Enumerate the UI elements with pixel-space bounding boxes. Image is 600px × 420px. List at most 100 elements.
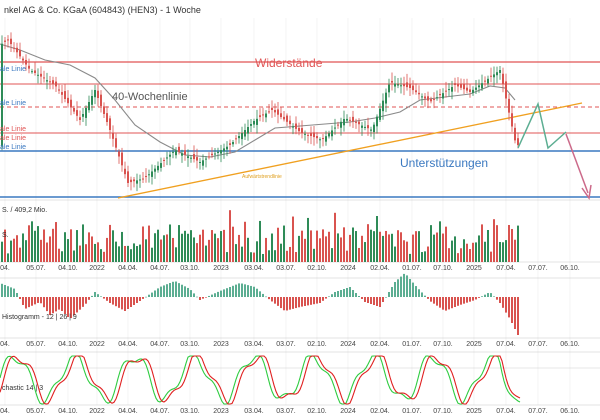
- candle-body: [97, 90, 99, 98]
- candle-body: [409, 84, 411, 88]
- candle-body: [202, 160, 204, 166]
- forecast-up-path: [517, 101, 567, 150]
- volume-bar: [277, 227, 279, 262]
- macd-bar: [415, 286, 417, 297]
- candle-body: [199, 162, 201, 163]
- volume-bar: [325, 236, 327, 262]
- volume-bar: [331, 248, 333, 262]
- candle-body: [160, 163, 162, 168]
- macd-bar: [460, 297, 462, 305]
- volume-bar: [64, 232, 66, 262]
- candle-body: [169, 154, 171, 157]
- trend-label: Aufwärtstrendlinie: [242, 174, 282, 180]
- x-tick-label: 07.10.: [433, 265, 453, 272]
- macd-bar: [169, 283, 171, 297]
- candle-body: [313, 132, 315, 138]
- candle-body: [505, 81, 507, 99]
- volume-bar: [433, 234, 435, 262]
- candle-body: [91, 96, 93, 105]
- x-tick-label: 02.10.: [307, 408, 327, 415]
- x-tick-label: 04.07.: [150, 341, 170, 348]
- macd-bar: [214, 293, 216, 297]
- candle-body: [163, 159, 165, 161]
- macd-bar: [46, 297, 48, 312]
- candle-body: [217, 151, 219, 153]
- volume-bar: [274, 250, 276, 262]
- volume-bar: [40, 239, 42, 262]
- volume-bar: [190, 230, 192, 262]
- macd-bar: [28, 297, 30, 308]
- candle-body: [265, 113, 267, 118]
- candle-body: [310, 133, 312, 136]
- candle-body: [253, 121, 255, 125]
- candle-body: [448, 89, 450, 91]
- candle-body: [475, 87, 477, 90]
- macd-bar: [163, 285, 165, 297]
- x-tick-label: 07.07.: [528, 341, 548, 348]
- volume-bar: [400, 232, 402, 262]
- volume-bar: [148, 225, 150, 262]
- macd-bar: [352, 290, 354, 297]
- x-tick-label: 2022: [89, 341, 105, 348]
- ma-line: [0, 43, 516, 158]
- volume-bar: [256, 241, 258, 262]
- candle-body: [127, 171, 129, 183]
- candle-body: [403, 84, 405, 87]
- candle-body: [166, 157, 168, 159]
- macd-bar: [355, 293, 357, 297]
- candle-body: [52, 80, 54, 84]
- candle-body: [259, 115, 261, 118]
- candle-body: [130, 179, 132, 183]
- macd-bar: [13, 288, 15, 297]
- candle-body: [247, 127, 249, 134]
- candle-body: [1, 43, 3, 147]
- macd-bar: [403, 273, 405, 297]
- candle-body: [481, 83, 483, 89]
- macd-bar: [154, 290, 156, 297]
- macd-bar: [304, 297, 306, 306]
- macd-bar: [4, 285, 6, 297]
- macd-bar: [463, 297, 465, 304]
- volume-bar: [337, 233, 339, 262]
- x-tick-label: 07.10.: [433, 408, 453, 415]
- candle-body: [373, 124, 375, 133]
- candle-body: [427, 96, 429, 101]
- candle-body: [196, 157, 198, 161]
- macd-bar: [145, 296, 147, 298]
- x-tick-label: 2023: [213, 341, 229, 348]
- volume-bar: [253, 252, 255, 262]
- x-tick-label: 04.04.: [118, 408, 138, 415]
- macd-bar: [283, 297, 285, 311]
- candle-body: [10, 38, 12, 45]
- x-tick-label: 2025: [466, 341, 482, 348]
- volume-bar: [211, 230, 213, 262]
- candle-body: [379, 108, 381, 120]
- volume-bar: [97, 242, 99, 262]
- x-tick-label: 03.07.: [276, 341, 296, 348]
- x-tick-label: 01.07.: [402, 265, 422, 272]
- macd-bar: [490, 293, 492, 297]
- candle-body: [436, 97, 438, 99]
- volume-bar: [268, 250, 270, 262]
- macd-bar: [190, 290, 192, 297]
- macd-bar: [85, 297, 87, 304]
- candle-body: [412, 85, 414, 91]
- macd-bar: [400, 276, 402, 297]
- volume-bar: [490, 251, 492, 262]
- stochastic-label: chastic 14 | 3: [2, 385, 43, 392]
- macd-bar: [472, 297, 474, 301]
- volume-bar: [388, 234, 390, 262]
- macd-bar: [250, 285, 252, 297]
- volume-bar: [499, 242, 501, 262]
- volume-bar: [313, 248, 315, 262]
- forecast-down-path: [565, 133, 589, 194]
- candle-body: [298, 127, 300, 132]
- volume-bar: [295, 252, 297, 262]
- volume-bar: [43, 229, 45, 262]
- macd-bar: [148, 294, 150, 297]
- x-tick-label: 07.04.: [496, 408, 516, 415]
- candle-body: [232, 142, 234, 145]
- macd-bar: [346, 288, 348, 297]
- x-tick-label: 05.07.: [26, 341, 46, 348]
